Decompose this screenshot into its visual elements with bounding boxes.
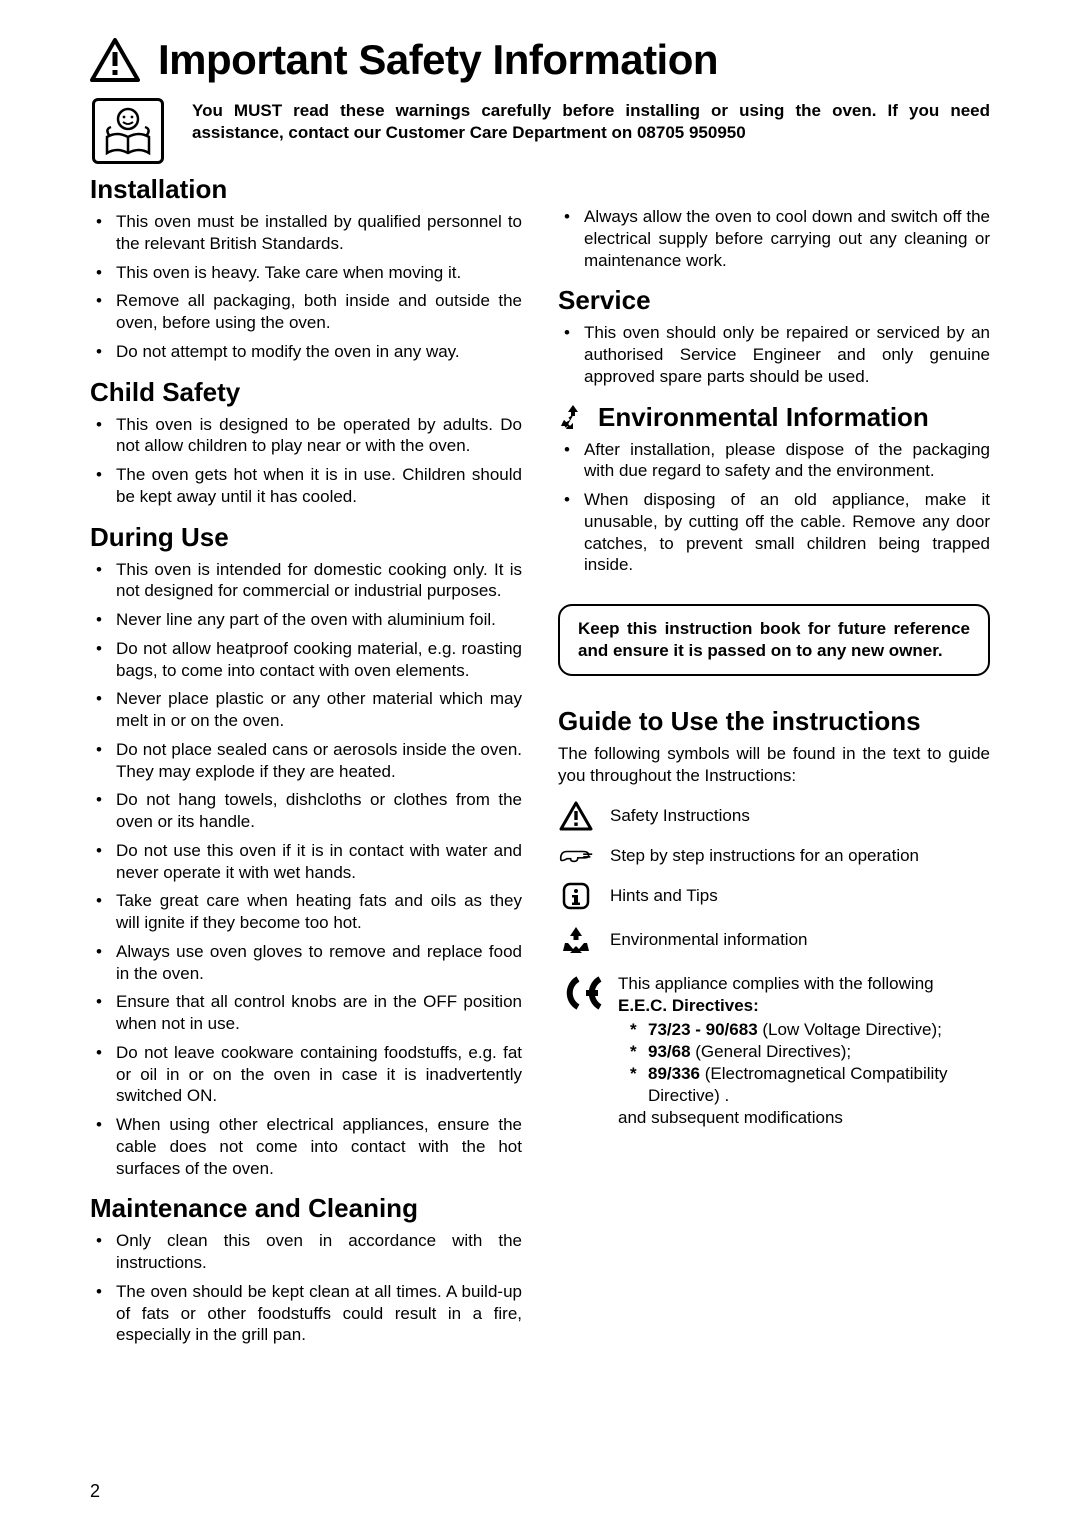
directive-item: 93/68 (General Directives); [648,1041,990,1063]
ce-intro-text: This appliance complies with the followi… [618,973,990,995]
symbol-label: Hints and Tips [610,886,718,906]
list-item: Do not attempt to modify the oven in any… [90,341,522,363]
list-item: This oven is designed to be operated by … [90,414,522,458]
symbol-row-hints: Hints and Tips [558,881,990,911]
symbol-label: Safety Instructions [610,806,750,826]
symbol-row-step: Step by step instructions for an operati… [558,845,990,867]
notice-box: Keep this instruction book for future re… [558,604,990,676]
page-number: 2 [90,1481,100,1502]
list-item: Never place plastic or any other materia… [90,688,522,732]
list-item: Never line any part of the oven with alu… [90,609,522,631]
page-title: Important Safety Information [158,36,718,84]
read-manual-icon [92,98,164,164]
guide-intro: The following symbols will be found in t… [558,743,990,787]
list-item: The oven gets hot when it is in use. Chi… [90,464,522,508]
list-item: This oven is heavy. Take care when movin… [90,262,522,284]
recycle-icon [558,402,588,432]
ce-block: This appliance complies with the followi… [558,973,990,1130]
heading-service: Service [558,285,990,316]
ce-mark-icon [558,973,604,1130]
right-column: Always allow the oven to cool down and s… [558,174,990,1353]
recycle-icon [558,925,594,955]
list-item: Do not hang towels, dishcloths or clothe… [90,789,522,833]
list-item: Always allow the oven to cool down and s… [558,206,990,271]
heading-child-safety: Child Safety [90,377,522,408]
heading-installation: Installation [90,174,522,205]
heading-environmental: Environmental Information [558,402,990,433]
list-child-safety: This oven is designed to be operated by … [90,414,522,508]
list-item: Only clean this oven in accordance with … [90,1230,522,1274]
list-item: Always use oven gloves to remove and rep… [90,941,522,985]
list-installation: This oven must be installed by qualified… [90,211,522,363]
warning-icon [90,38,140,82]
directives-list: 73/23 - 90/683 (Low Voltage Directive); … [618,1019,990,1107]
list-item: Do not allow heatproof cooking material,… [90,638,522,682]
heading-during-use: During Use [90,522,522,553]
list-service: This oven should only be repaired or ser… [558,322,990,387]
hand-point-icon [558,845,594,867]
intro-text: You MUST read these warnings carefully b… [192,98,990,144]
list-maintenance: Only clean this oven in accordance with … [90,1230,522,1346]
list-item: This oven should only be repaired or ser… [558,322,990,387]
ce-suffix: and subsequent modifications [618,1107,990,1129]
warning-icon [558,801,594,831]
symbol-row-env: Environmental information [558,925,990,955]
list-item: After installation, please dispose of th… [558,439,990,483]
directive-item: 73/23 - 90/683 (Low Voltage Directive); [648,1019,990,1041]
heading-environmental-label: Environmental Information [598,402,929,433]
symbol-label: Environmental information [610,930,807,950]
left-column: Installation This oven must be installed… [90,174,522,1353]
list-item: The oven should be kept clean at all tim… [90,1281,522,1346]
heading-guide: Guide to Use the instructions [558,706,990,737]
symbol-row-safety: Safety Instructions [558,801,990,831]
list-item: Take great care when heating fats and oi… [90,890,522,934]
info-icon [558,881,594,911]
directive-item: 89/336 (Electromagnetical Compatibility … [648,1063,990,1107]
list-during-use: This oven is intended for domestic cooki… [90,559,522,1180]
page-title-row: Important Safety Information [90,36,990,84]
content-columns: Installation This oven must be installed… [90,174,990,1353]
list-item: Do not use this oven if it is in contact… [90,840,522,884]
symbol-label: Step by step instructions for an operati… [610,846,919,866]
list-item: This oven must be installed by qualified… [90,211,522,255]
list-item: Do not place sealed cans or aerosols ins… [90,739,522,783]
list-item: When using other electrical appliances, … [90,1114,522,1179]
ce-directives-label: E.E.C. Directives: [618,995,990,1017]
ce-text: This appliance complies with the followi… [618,973,990,1130]
list-item: Ensure that all control knobs are in the… [90,991,522,1035]
list-top-right: Always allow the oven to cool down and s… [558,206,990,271]
intro-row: You MUST read these warnings carefully b… [90,98,990,164]
list-item: When disposing of an old appliance, make… [558,489,990,576]
list-environmental: After installation, please dispose of th… [558,439,990,577]
list-item: This oven is intended for domestic cooki… [90,559,522,603]
heading-maintenance: Maintenance and Cleaning [90,1193,522,1224]
list-item: Remove all packaging, both inside and ou… [90,290,522,334]
list-item: Do not leave cookware containing foodstu… [90,1042,522,1107]
